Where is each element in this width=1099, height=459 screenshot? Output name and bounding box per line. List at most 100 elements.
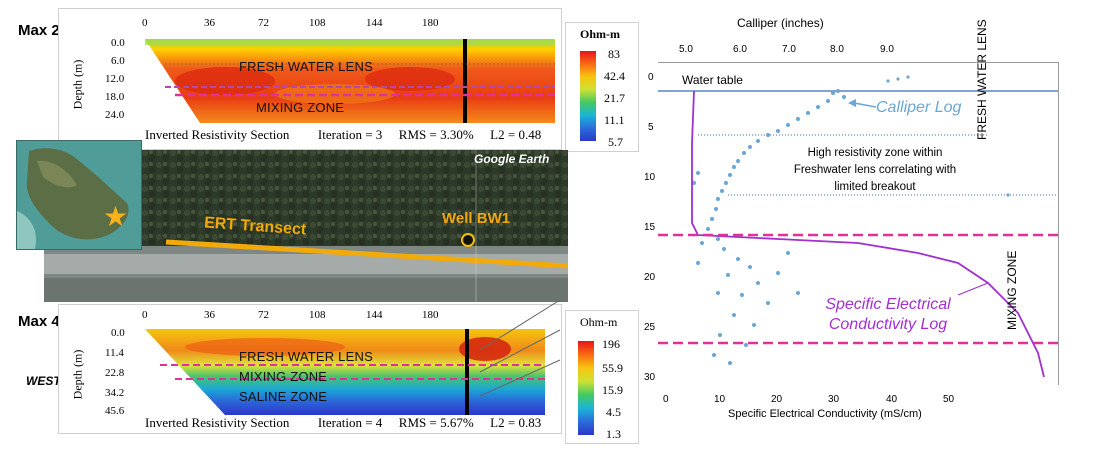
island-shape	[17, 141, 141, 249]
bottom-caption-title: Inverted Resistivity Section	[145, 415, 290, 430]
log-depth-tick: 15	[644, 222, 656, 233]
log-bottom-tick: 10	[714, 394, 726, 405]
bottom-depth-tick: 22.8	[105, 367, 125, 379]
log-top-tick: 7.0	[782, 44, 796, 55]
bottom-colorbar-panel: Ohm-m 196 55.9 15.9 4.5 1.3	[565, 310, 639, 444]
log-top-tick: 9.0	[880, 44, 894, 55]
bottom-colorbar-value: 15.9	[602, 383, 623, 397]
annotation-line: High resistivity zone within	[807, 147, 943, 159]
top-caption-iteration: Iteration = 3	[317, 127, 383, 142]
bottom-colorbar-value: 55.9	[602, 361, 623, 375]
google-earth-label: Google Earth	[474, 152, 550, 166]
bottom-caption: Inverted Resistivity Section Iteration =…	[145, 415, 555, 431]
top-colorbar-gradient	[580, 51, 596, 141]
bottom-colorbar-value: 1.3	[606, 427, 621, 441]
top-caption-rms: RMS = 3.30%	[398, 127, 474, 142]
bottom-zone-saline-label: SALINE ZONE	[239, 389, 328, 404]
log-bottom-tick: 0	[663, 394, 669, 405]
top-caption-l2: L2 = 0.48	[490, 127, 542, 142]
calliper-log-points	[692, 75, 1010, 365]
bottom-colorbar-value: 196	[602, 337, 620, 351]
top-x-tick: 180	[422, 17, 439, 29]
log-plot-svg	[658, 75, 1058, 378]
sec-curve	[691, 90, 1045, 378]
log-depth-tick: 10	[644, 172, 656, 183]
top-x-tick: 108	[309, 17, 326, 29]
top-depth-tick: 0.0	[111, 37, 125, 49]
log-plot-area: Water table Calliper Log High resistivit…	[658, 62, 1059, 385]
bottom-colorbar-gradient	[578, 341, 594, 435]
bottom-resistivity-image	[145, 329, 545, 415]
bottom-resistivity-panel: 0 36 72 108 144 180 0.0 11.4 22.8 34.2 4…	[58, 304, 562, 434]
bottom-x-tick: 180	[422, 309, 439, 321]
calliper-log-label: Calliper Log	[876, 99, 962, 116]
top-depth-axis-label: Depth (m)	[70, 59, 85, 110]
bottom-depth-tick: 0.0	[111, 327, 125, 339]
top-colorbar-value: 11.1	[604, 113, 625, 127]
west-label: WEST	[26, 374, 61, 388]
log-depth-tick: 0	[648, 72, 654, 83]
top-colorbar-unit: Ohm-m	[580, 27, 620, 41]
connector-lines	[479, 300, 561, 397]
top-colorbar-panel: Ohm-m 83 42.4 21.7 11.1 5.7	[565, 22, 639, 152]
bottom-depth-axis-label: Depth (m)	[70, 349, 85, 400]
sec-log-label-line: Conductivity Log	[828, 316, 948, 333]
log-top-tick: 6.0	[733, 44, 747, 55]
bottom-x-tick: 144	[366, 309, 383, 321]
log-depth-tick: 25	[644, 322, 656, 333]
log-bottom-tick: 20	[771, 394, 783, 405]
top-x-tick: 0	[142, 17, 148, 29]
log-fresh-water-label: FRESH WATER LENS	[975, 19, 989, 140]
log-depth-tick: 30	[644, 372, 656, 383]
log-bottom-tick: 50	[943, 394, 955, 405]
top-zone-fresh-label: FRESH WATER LENS	[239, 59, 373, 74]
bottom-colorbar-value: 4.5	[606, 405, 621, 419]
top-resistivity-image	[145, 39, 555, 123]
top-depth-tick: 18.0	[105, 91, 125, 103]
top-depth-tick: 12.0	[105, 73, 125, 85]
top-colorbar-value: 5.7	[608, 135, 623, 149]
bottom-colorbar-unit: Ohm-m	[580, 315, 618, 329]
bottom-x-tick: 36	[204, 309, 215, 321]
top-x-tick: 72	[258, 17, 269, 29]
top-depth-tick: 6.0	[111, 55, 125, 67]
bottom-depth-tick: 34.2	[105, 387, 125, 399]
bottom-zone-mixing-label: MIXING ZONE	[239, 369, 328, 384]
annotation-line: limited breakout	[834, 181, 916, 193]
bottom-caption-rms: RMS = 5.67%	[398, 415, 474, 430]
location-star-icon: ★	[103, 201, 129, 232]
top-resistivity-panel: 0 36 72 108 144 180 0.0 6.0 12.0 18.0 24…	[58, 8, 562, 150]
top-caption-title: Inverted Resistivity Section	[145, 127, 290, 142]
bottom-zone-fresh-label: FRESH WATER LENS	[239, 349, 373, 364]
log-depth-tick: 5	[648, 122, 654, 133]
top-colorbar-value: 21.7	[604, 91, 625, 105]
bottom-depth-tick: 45.6	[105, 405, 125, 417]
top-caption: Inverted Resistivity Section Iteration =…	[145, 127, 555, 143]
water-table-label: Water table	[682, 73, 743, 87]
island-inset-map: ★	[16, 140, 142, 250]
well-bw1-label: Well BW1	[442, 210, 511, 227]
log-bottom-tick: 40	[886, 394, 898, 405]
top-x-tick: 144	[366, 17, 383, 29]
sec-log-label-line: Specific Electrical	[825, 296, 951, 313]
log-bottom-tick: 30	[828, 394, 840, 405]
sec-log-label: Specific Electrical Conductivity Log	[808, 295, 968, 335]
top-depth-tick: 24.0	[105, 109, 125, 121]
top-zone-mixing-label: MIXING ZONE	[256, 100, 345, 115]
bottom-x-tick: 0	[142, 309, 148, 321]
bottom-x-tick: 72	[258, 309, 269, 321]
bottom-caption-iteration: Iteration = 4	[317, 415, 383, 430]
annotation-line: Freshwater lens correlating with	[793, 164, 957, 176]
log-top-tick: 8.0	[830, 44, 844, 55]
top-colorbar-value: 83	[608, 47, 620, 61]
satellite-map: Google Earth ERT Transect Well BW1	[44, 150, 568, 302]
bottom-depth-tick: 11.4	[105, 347, 124, 359]
log-top-tick: 5.0	[679, 44, 693, 55]
log-top-axis-label: Calliper (inches)	[737, 16, 824, 30]
high-resistivity-annotation: High resistivity zone within Freshwater …	[770, 145, 980, 196]
bottom-x-tick: 108	[309, 309, 326, 321]
top-x-tick: 36	[204, 17, 215, 29]
log-bottom-axis-label: Specific Electrical Conductivity (mS/cm)	[728, 408, 922, 420]
log-mixing-zone-label: MIXING ZONE	[1005, 250, 1019, 330]
log-depth-tick: 20	[644, 272, 656, 283]
